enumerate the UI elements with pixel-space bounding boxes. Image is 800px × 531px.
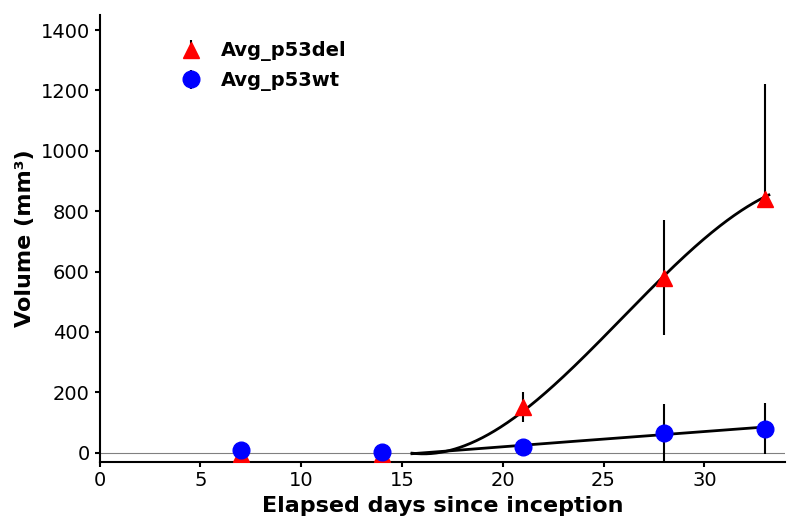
Legend: Avg_p53del, Avg_p53wt: Avg_p53del, Avg_p53wt (164, 33, 354, 99)
Y-axis label: Volume (mm³): Volume (mm³) (15, 150, 35, 327)
X-axis label: Elapsed days since inception: Elapsed days since inception (262, 496, 623, 516)
